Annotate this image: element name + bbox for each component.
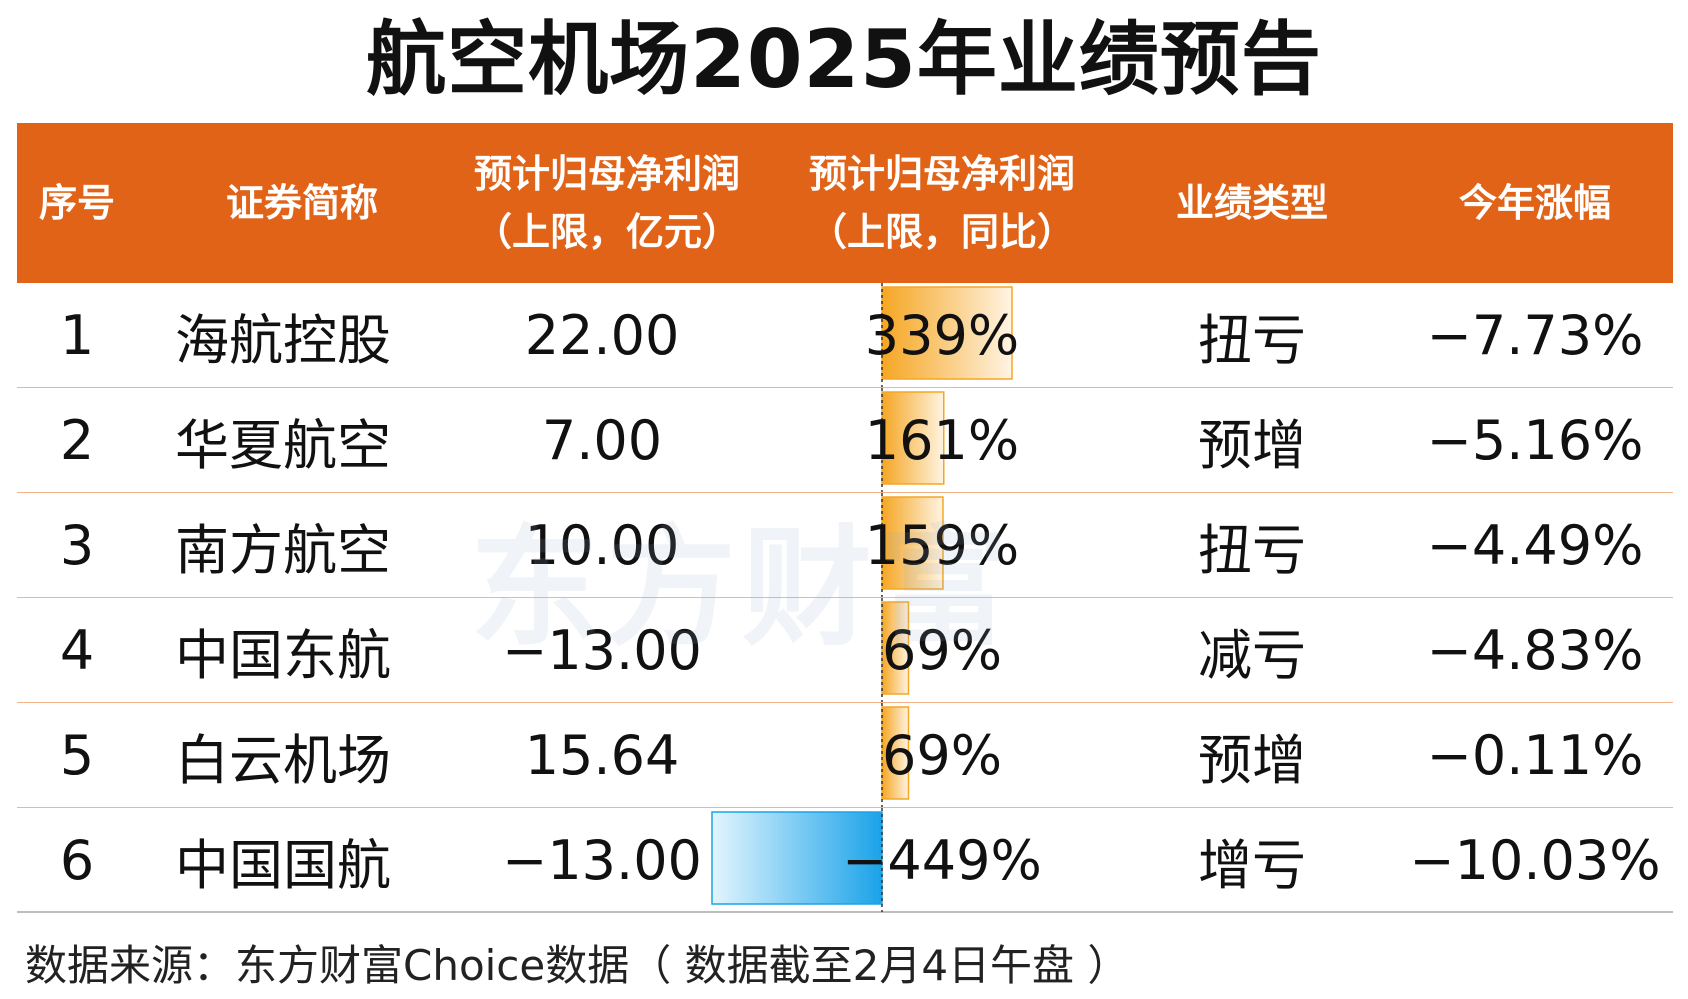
performance-type: 预增 <box>1198 728 1306 792</box>
table-row: 3 南方航空 10.00 159% 扭亏 −4.49% <box>17 493 1673 598</box>
header-name: 证券简称 <box>225 181 378 225</box>
positive-bar <box>881 391 945 485</box>
profit-value: 15.64 <box>524 723 680 787</box>
yoy-bar-svg <box>881 283 1013 387</box>
header-yoy-line2: （上限，同比） <box>808 210 1075 254</box>
table-header: 序号 证券简称 预计归母净利润 （上限，亿元） 预计归母净利润 （上限，同比） … <box>17 123 1673 283</box>
yoy-value: 69% <box>881 723 1003 787</box>
security-name: 中国东航 <box>175 623 391 687</box>
ytd-change: −7.73% <box>1426 303 1644 367</box>
source-note: 数据来源：东方财富Choice数据（ 数据截至2月4日午盘 ） <box>25 941 1130 990</box>
row-number: 2 <box>59 408 95 472</box>
table-row: 1 海航控股 22.00 339% 扭亏 −7.73% <box>17 283 1673 388</box>
table-row: 4 中国东航 −13.00 69% 减亏 −4.83% <box>17 598 1673 703</box>
header-profit-line1: 预计归母净利润 <box>473 152 740 196</box>
performance-type: 预增 <box>1198 413 1306 477</box>
yoy-bar-svg <box>881 493 944 597</box>
performance-type: 扭亏 <box>1198 308 1306 372</box>
security-name: 海航控股 <box>175 308 391 372</box>
header-change: 今年涨幅 <box>1458 181 1611 225</box>
page-title: 航空机场2025年业绩预告 <box>366 13 1322 106</box>
profit-value: 7.00 <box>541 408 663 472</box>
yoy-value: 161% <box>864 408 1020 472</box>
security-name: 华夏航空 <box>175 413 391 477</box>
row-number: 3 <box>59 513 95 577</box>
yoy-value: 69% <box>881 618 1003 682</box>
profit-value: −13.00 <box>502 618 702 682</box>
positive-bar <box>881 286 1013 380</box>
yoy-value: 339% <box>864 303 1020 367</box>
ytd-change: −5.16% <box>1426 408 1644 472</box>
header-profit: 预计归母净利润 （上限，亿元） <box>447 123 767 283</box>
table-row: 5 白云机场 15.64 69% 预增 −0.11% <box>17 703 1673 808</box>
yoy-bar-svg <box>881 598 910 702</box>
yoy-value: −449% <box>842 828 1042 892</box>
positive-bar <box>881 601 910 695</box>
yoy-value: 159% <box>864 513 1020 577</box>
security-name: 中国国航 <box>175 833 391 897</box>
header-no: 序号 <box>38 181 115 225</box>
table-row: 6 中国国航 −13.00 −449% 增亏 −10.03% <box>17 808 1673 913</box>
yoy-bar-svg <box>711 808 883 912</box>
ytd-change: −10.03% <box>1409 828 1661 892</box>
performance-type: 扭亏 <box>1198 518 1306 582</box>
profit-value: 22.00 <box>524 303 680 367</box>
header-type: 业绩类型 <box>1175 181 1328 225</box>
yoy-bar-svg <box>881 703 910 807</box>
row-number: 1 <box>59 303 95 367</box>
forecast-table: 序号 证券简称 预计归母净利润 （上限，亿元） 预计归母净利润 （上限，同比） … <box>17 123 1673 913</box>
row-number: 6 <box>59 828 95 892</box>
header-yoy: 预计归母净利润 （上限，同比） <box>777 123 1107 283</box>
performance-type: 增亏 <box>1198 833 1306 897</box>
row-number: 4 <box>59 618 95 682</box>
profit-value: 10.00 <box>524 513 680 577</box>
profit-value: −13.00 <box>502 828 702 892</box>
performance-type: 减亏 <box>1198 623 1306 687</box>
security-name: 白云机场 <box>175 728 391 792</box>
ytd-change: −4.83% <box>1426 618 1644 682</box>
security-name: 南方航空 <box>175 518 391 582</box>
ytd-change: −4.49% <box>1426 513 1644 577</box>
row-number: 5 <box>59 723 95 787</box>
header-yoy-line1: 预计归母净利润 <box>808 152 1075 196</box>
negative-bar <box>711 811 883 905</box>
ytd-change: −0.11% <box>1426 723 1644 787</box>
table-row: 2 华夏航空 7.00 161% 预增 −5.16% <box>17 388 1673 493</box>
header-profit-line2: （上限，亿元） <box>473 210 740 254</box>
table-body: 1 海航控股 22.00 339% 扭亏 −7.73% 2 华夏航空 7.00 161% 预增 −5.… <box>17 283 1673 913</box>
yoy-bar-svg <box>881 388 945 492</box>
